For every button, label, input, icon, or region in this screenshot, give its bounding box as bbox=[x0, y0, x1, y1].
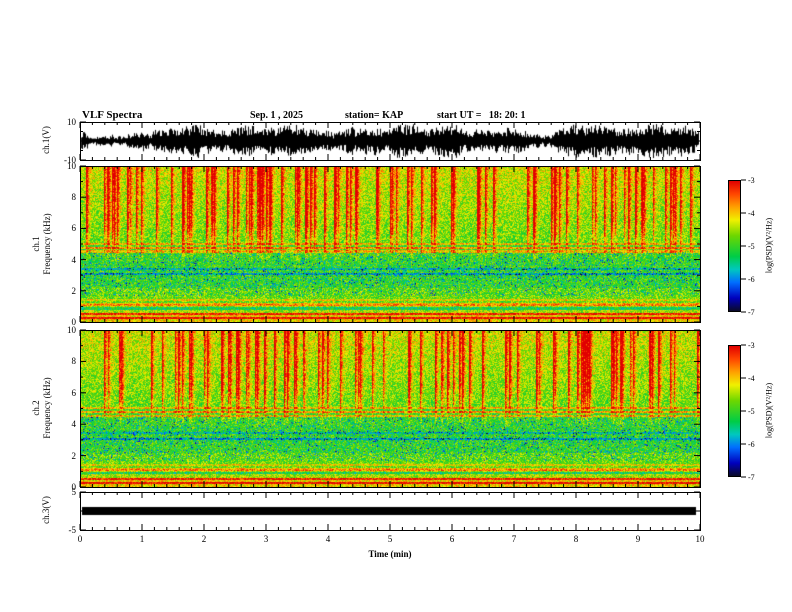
x-tick: 0 bbox=[77, 534, 83, 544]
cb1-tick: -3 bbox=[748, 176, 755, 185]
x-tick: 8 bbox=[573, 534, 579, 544]
ch1-spec-ytick: 8 bbox=[71, 192, 77, 202]
colorbar-ch2 bbox=[728, 345, 741, 477]
ch3-waveform-canvas bbox=[80, 492, 700, 530]
ch1-spec-ytick: 10 bbox=[67, 161, 76, 171]
ch1-wave-ytick-top: 10 bbox=[67, 117, 76, 127]
cb1-tick: -5 bbox=[748, 242, 755, 251]
cb2-tick: -5 bbox=[748, 407, 755, 416]
ch1-label-channel: ch.1 bbox=[31, 236, 41, 252]
x-tick: 2 bbox=[201, 534, 207, 544]
cb1-tick: -7 bbox=[748, 308, 755, 317]
ch2-spec-ytick: 4 bbox=[71, 419, 77, 429]
cb2-tick: -7 bbox=[748, 473, 755, 482]
ch2-spec-ytick: 10 bbox=[67, 325, 76, 335]
date-label: Sep. 1 , 2025 bbox=[250, 110, 304, 121]
ch2-spectrogram-canvas bbox=[80, 330, 700, 487]
x-axis-title: Time (min) bbox=[368, 549, 412, 559]
cb2-tick: -6 bbox=[748, 440, 755, 449]
cb1-tick: -6 bbox=[748, 275, 755, 284]
ch1-spec-ytick: 2 bbox=[71, 286, 77, 296]
ch1-spec-ytick: 0 bbox=[71, 317, 77, 327]
cb2-axis-label: log(PSD)(V²/Hz) bbox=[764, 382, 774, 439]
ch3-wave-ytick-bottom: -5 bbox=[68, 525, 77, 535]
ch1-wave-ytick-bottom: -10 bbox=[64, 155, 76, 165]
ch2-label-channel: ch.2 bbox=[31, 400, 41, 416]
cb2-tick: -3 bbox=[748, 341, 755, 350]
ch1-spectrogram-canvas bbox=[80, 166, 700, 322]
cb1-tick: -4 bbox=[748, 209, 755, 218]
start-ut-label: start UT = 18: 20: 1 bbox=[437, 110, 526, 121]
cb1-axis-label: log(PSD)(V²/Hz) bbox=[764, 217, 774, 274]
x-tick: 4 bbox=[325, 534, 331, 544]
x-tick: 5 bbox=[387, 534, 393, 544]
cb2-tick: -4 bbox=[748, 374, 755, 383]
x-tick: 6 bbox=[449, 534, 455, 544]
station-label: station= KAP bbox=[345, 110, 404, 121]
colorbar-ch1 bbox=[728, 180, 741, 312]
ch1-waveform-canvas bbox=[80, 122, 700, 160]
plot-title: VLF Spectra bbox=[82, 109, 143, 121]
x-tick: 1 bbox=[139, 534, 145, 544]
ch2-spec-ytick: 0 bbox=[71, 482, 77, 492]
ch1-spec-ytick: 6 bbox=[71, 223, 77, 233]
ch2-spec-ytick: 8 bbox=[71, 356, 77, 366]
ch3-wave-ytick-top: 5 bbox=[71, 487, 77, 497]
ch2-spec-ytick: 6 bbox=[71, 388, 77, 398]
x-tick: 7 bbox=[511, 534, 517, 544]
x-tick: 3 bbox=[263, 534, 269, 544]
ch2-spec-ytick: 2 bbox=[71, 451, 77, 461]
x-tick: 10 bbox=[695, 534, 705, 544]
ch1-spec-ytick: 4 bbox=[71, 255, 77, 265]
x-tick: 9 bbox=[635, 534, 641, 544]
